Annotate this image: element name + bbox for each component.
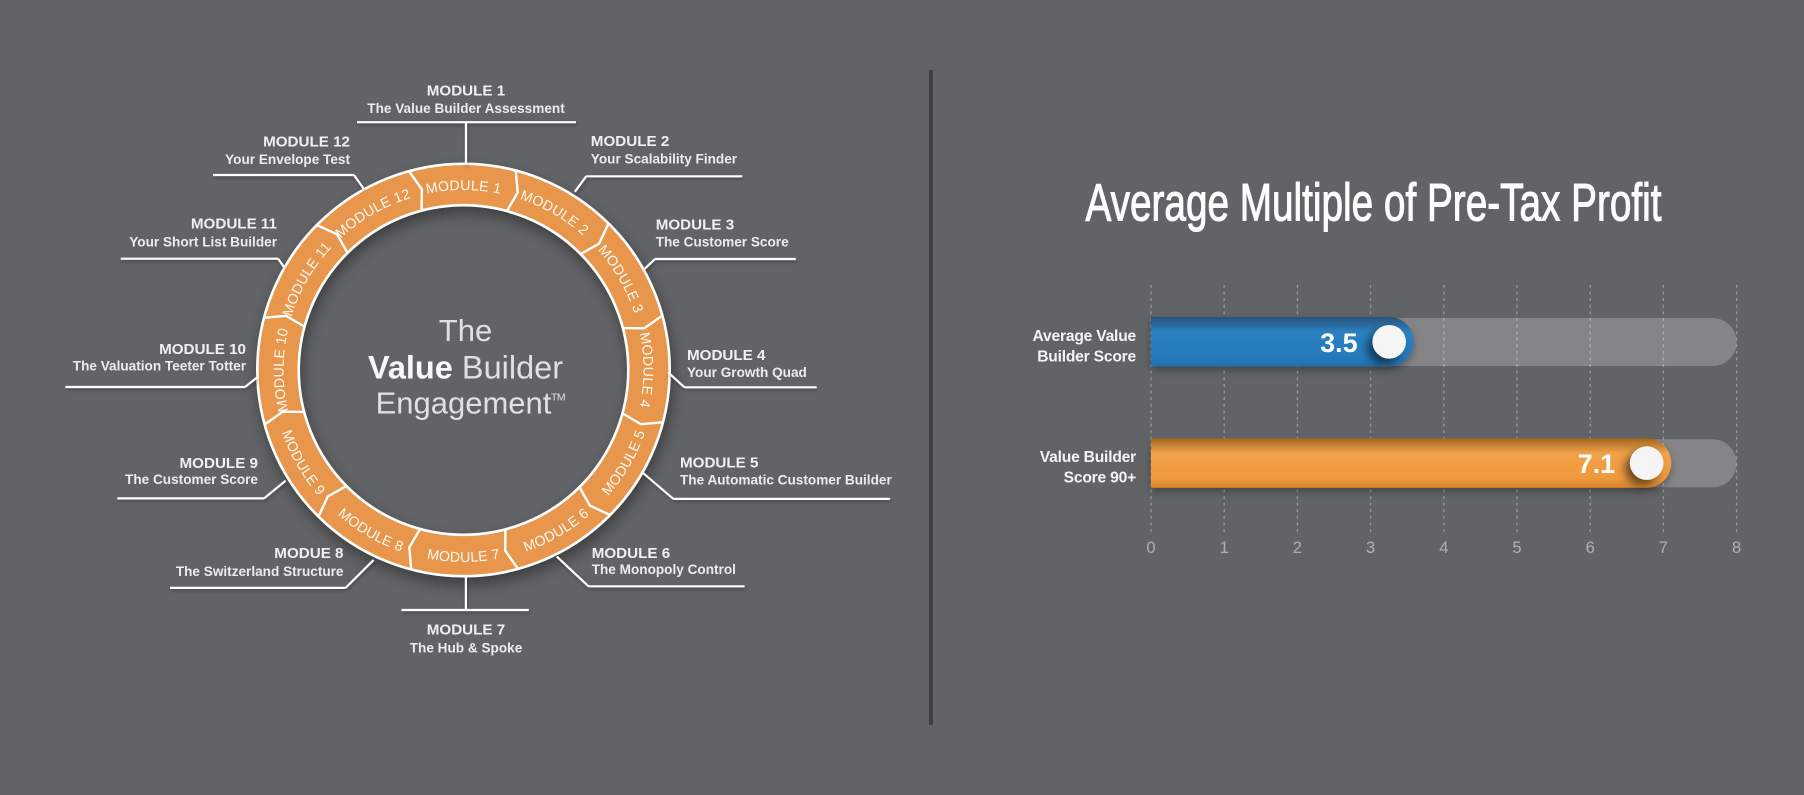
svg-text:The Customer Score: The Customer Score xyxy=(125,472,258,487)
svg-text:The Hub & Spoke: The Hub & Spoke xyxy=(410,640,523,655)
svg-text:3.5: 3.5 xyxy=(1320,328,1358,358)
svg-text:MODULE 4: MODULE 4 xyxy=(687,347,766,364)
svg-text:MODULE 11: MODULE 11 xyxy=(191,215,278,232)
svg-text:TM: TM xyxy=(551,392,565,404)
svg-text:Your Scalability Finder: Your Scalability Finder xyxy=(591,151,738,166)
svg-text:The Customer Score: The Customer Score xyxy=(656,235,789,250)
svg-text:MODULE 1: MODULE 1 xyxy=(425,178,503,198)
svg-text:MODULE 7: MODULE 7 xyxy=(426,547,501,566)
svg-text:The Automatic Customer Builder: The Automatic Customer Builder xyxy=(680,472,892,487)
svg-text:Builder Score: Builder Score xyxy=(1037,349,1136,366)
svg-text:The Switzerland Structure: The Switzerland Structure xyxy=(176,564,344,579)
svg-text:The Valuation Teeter Totter: The Valuation Teeter Totter xyxy=(73,359,247,374)
svg-text:Your Envelope Test: Your Envelope Test xyxy=(225,152,350,167)
svg-text:MODUE 8: MODUE 8 xyxy=(274,545,343,562)
svg-text:MODULE 4: MODULE 4 xyxy=(636,331,656,409)
svg-text:Average Multiple of Pre-Tax Pr: Average Multiple of Pre-Tax Profit xyxy=(1086,174,1662,233)
svg-text:Value Builder: Value Builder xyxy=(368,350,563,386)
svg-text:Score 90+: Score 90+ xyxy=(1064,470,1136,487)
svg-text:MODULE 1: MODULE 1 xyxy=(427,83,506,100)
svg-text:7: 7 xyxy=(1659,539,1668,557)
svg-text:MODULE 7: MODULE 7 xyxy=(427,622,505,639)
svg-text:MODULE 5: MODULE 5 xyxy=(680,455,759,472)
svg-text:8: 8 xyxy=(1732,539,1741,557)
svg-text:1: 1 xyxy=(1220,539,1229,557)
svg-text:The Monopoly Control: The Monopoly Control xyxy=(592,562,736,577)
svg-text:MODULE 12: MODULE 12 xyxy=(263,134,350,151)
svg-text:Average Value: Average Value xyxy=(1033,328,1137,345)
svg-text:Your Growth Quad: Your Growth Quad xyxy=(687,365,807,380)
svg-text:MODULE 6: MODULE 6 xyxy=(592,545,670,562)
svg-text:Engagement: Engagement xyxy=(376,386,552,421)
svg-text:3: 3 xyxy=(1366,539,1375,557)
svg-text:MODULE 10: MODULE 10 xyxy=(159,341,246,358)
svg-text:5: 5 xyxy=(1512,539,1521,557)
svg-text:Value Builder: Value Builder xyxy=(1040,449,1136,466)
svg-text:The: The xyxy=(439,313,492,348)
svg-text:MODULE 2: MODULE 2 xyxy=(591,133,669,150)
svg-text:Your Short List Builder: Your Short List Builder xyxy=(129,235,277,250)
svg-text:6: 6 xyxy=(1586,539,1595,557)
svg-text:MODULE 3: MODULE 3 xyxy=(656,216,734,233)
svg-text:MODULE 9: MODULE 9 xyxy=(180,455,258,472)
svg-text:7.1: 7.1 xyxy=(1578,449,1616,479)
svg-text:0: 0 xyxy=(1146,539,1155,557)
svg-text:4: 4 xyxy=(1439,539,1448,557)
svg-text:2: 2 xyxy=(1293,539,1302,557)
svg-text:The Value Builder Assessment: The Value Builder Assessment xyxy=(367,101,565,116)
